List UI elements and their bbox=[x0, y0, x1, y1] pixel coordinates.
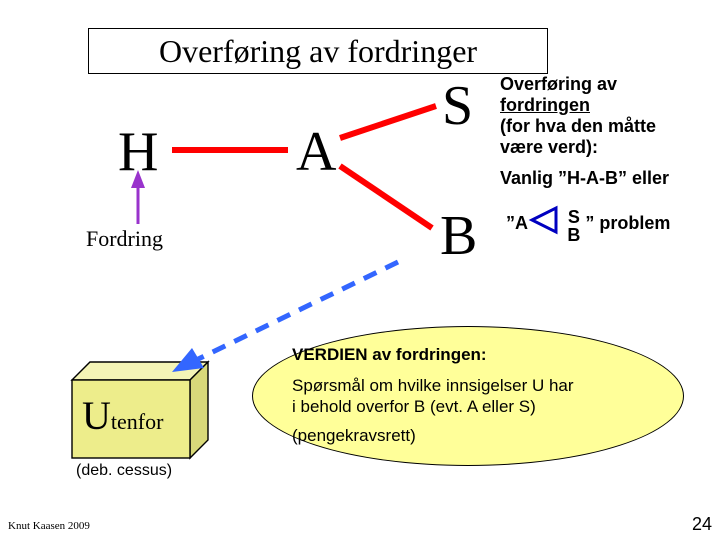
fordring-label: Fordring bbox=[86, 226, 163, 252]
problem-text: ”A S B ” problem bbox=[506, 206, 670, 242]
problem-prefix: ”A bbox=[506, 213, 527, 233]
ellipse-l4: (pengekravsrett) bbox=[292, 425, 652, 446]
ellipse-text: VERDIEN av fordringen: Spørsmål om hvilk… bbox=[292, 344, 652, 446]
slide-title: Overføring av fordringer bbox=[89, 29, 547, 73]
right-text-block: Overføring av fordringen (for hva den må… bbox=[500, 74, 669, 189]
node-b: B bbox=[440, 204, 477, 268]
ellipse-l2: Spørsmål om hvilke innsigelser U har bbox=[292, 375, 652, 396]
edge-a-s bbox=[340, 106, 436, 138]
node-a: A bbox=[296, 120, 336, 184]
rt-line1: Overføring av bbox=[500, 74, 669, 95]
sb-bot: B bbox=[567, 226, 580, 244]
cube-u-label: Utenfor bbox=[82, 392, 163, 439]
rt-line2: fordringen bbox=[500, 95, 590, 116]
rt-line3: (for hva den måtte bbox=[500, 116, 669, 137]
node-h: H bbox=[118, 120, 158, 184]
sb-fraction: S B bbox=[567, 208, 580, 244]
arrow-dashed-head bbox=[172, 348, 204, 372]
ellipse-l3: i behold overfor B (evt. A eller S) bbox=[292, 396, 652, 417]
cube-tenfor: tenfor bbox=[111, 409, 164, 434]
cube-sub: (deb. cessus) bbox=[76, 462, 172, 480]
cube-u: U bbox=[82, 393, 111, 438]
slide-root: Overføring av fordringer H A S B Fordrin… bbox=[0, 0, 720, 540]
edge-a-b bbox=[340, 166, 432, 228]
footer-author: Knut Kaasen 2009 bbox=[8, 520, 90, 532]
rt-line5: Vanlig ”H-A-B” eller bbox=[500, 168, 669, 189]
node-s: S bbox=[442, 74, 473, 138]
footer-page-number: 24 bbox=[692, 514, 712, 535]
ellipse-l1: VERDIEN av fordringen: bbox=[292, 344, 652, 365]
rt-line4: være verd): bbox=[500, 137, 669, 158]
sb-top: S bbox=[567, 208, 580, 226]
title-box: Overføring av fordringer bbox=[88, 28, 548, 74]
problem-suffix: ” problem bbox=[585, 213, 670, 233]
